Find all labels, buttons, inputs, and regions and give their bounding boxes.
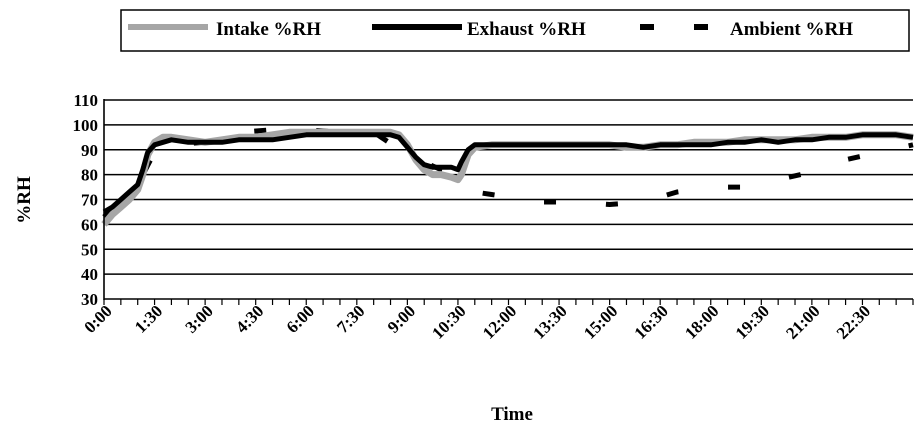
y-tick-label-90: 90 bbox=[81, 141, 98, 160]
y-tick-labels: 30 40 50 60 70 80 90 100 110 bbox=[73, 91, 99, 309]
y-tick-label-70: 70 bbox=[81, 191, 98, 210]
y-tick-label-100: 100 bbox=[73, 116, 99, 135]
legend-label-exhaust: Exhaust %RH bbox=[467, 19, 586, 40]
x-tick-label-10: 15:00 bbox=[580, 301, 621, 342]
x-tick-label-14: 21:00 bbox=[782, 301, 823, 342]
x-tick-label-1: 1:30 bbox=[131, 301, 166, 336]
y-tick-label-50: 50 bbox=[81, 240, 98, 259]
y-tick-label-60: 60 bbox=[81, 215, 98, 234]
x-tick-labels: 0:00 1:30 3:00 4:30 6:00 7:30 9:00 10:30 12:00 13… bbox=[80, 301, 874, 342]
x-tick-label-8: 12:00 bbox=[479, 301, 520, 342]
y-axis-title: %RH bbox=[14, 176, 35, 224]
gridlines bbox=[104, 100, 913, 274]
x-tick-label-15: 22:30 bbox=[833, 301, 874, 342]
series-layer bbox=[104, 130, 913, 225]
x-axis-title: Time bbox=[491, 404, 533, 425]
x-tick-label-13: 19:30 bbox=[732, 301, 773, 342]
x-tick-label-6: 9:00 bbox=[384, 301, 419, 336]
x-tick-label-7: 10:30 bbox=[428, 301, 469, 342]
y-tick-label-30: 30 bbox=[81, 290, 98, 309]
x-tick-label-5: 7:30 bbox=[333, 301, 368, 336]
x-tick-label-11: 16:30 bbox=[631, 301, 672, 342]
x-tick-label-9: 13:30 bbox=[529, 301, 570, 342]
y-tick-label-110: 110 bbox=[73, 91, 98, 110]
y-tick-label-40: 40 bbox=[81, 265, 98, 284]
x-tick-label-2: 3:00 bbox=[181, 301, 216, 336]
legend-label-intake: Intake %RH bbox=[216, 19, 321, 40]
legend-label-ambient: Ambient %RH bbox=[730, 19, 853, 40]
x-tick-label-4: 6:00 bbox=[283, 301, 318, 336]
series-line-exhaust-rh bbox=[104, 135, 913, 212]
x-tick-label-3: 4:30 bbox=[232, 301, 267, 336]
legend: Intake %RH Exhaust %RH Ambient %RH bbox=[121, 10, 909, 51]
x-tick-label-12: 18:00 bbox=[681, 301, 722, 342]
y-tick-label-80: 80 bbox=[81, 166, 98, 185]
